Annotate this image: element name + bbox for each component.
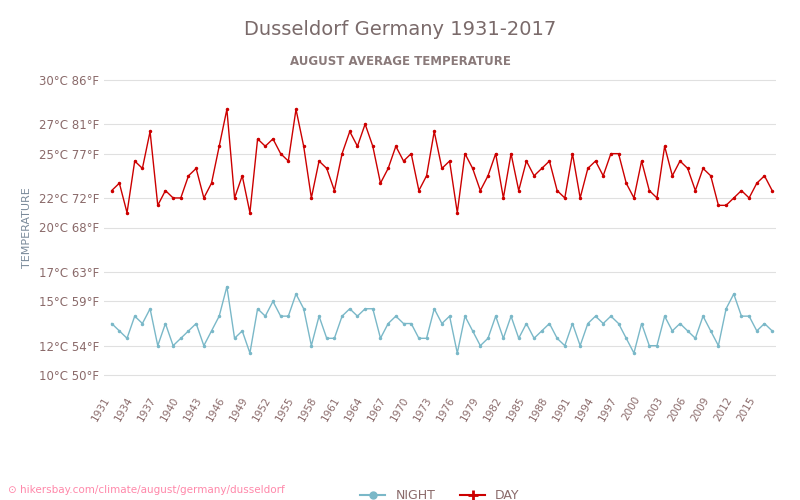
Legend: NIGHT, DAY: NIGHT, DAY bbox=[355, 484, 525, 500]
Text: AUGUST AVERAGE TEMPERATURE: AUGUST AVERAGE TEMPERATURE bbox=[290, 55, 510, 68]
Y-axis label: TEMPERATURE: TEMPERATURE bbox=[22, 187, 32, 268]
Text: ⊙ hikersbay.com/climate/august/germany/dusseldorf: ⊙ hikersbay.com/climate/august/germany/d… bbox=[8, 485, 285, 495]
Text: Dusseldorf Germany 1931-2017: Dusseldorf Germany 1931-2017 bbox=[244, 20, 556, 39]
